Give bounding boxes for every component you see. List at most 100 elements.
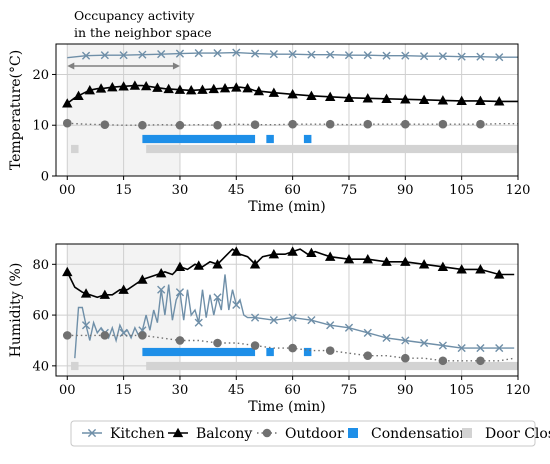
x-tick-label: 60 bbox=[284, 183, 301, 198]
x-tick-label: 90 bbox=[397, 183, 414, 198]
plot-frame bbox=[55, 243, 519, 377]
data-point bbox=[100, 120, 110, 130]
y-tick-label: 20 bbox=[32, 68, 49, 83]
data-point bbox=[401, 51, 410, 60]
data-point bbox=[219, 82, 231, 93]
data-point bbox=[287, 246, 298, 256]
legend-entry-outdoor: Outdoor bbox=[257, 426, 344, 442]
data-point bbox=[231, 246, 242, 256]
data-point bbox=[118, 81, 129, 91]
legend-box bbox=[70, 420, 536, 447]
x-tick-label: 60 bbox=[284, 383, 301, 398]
condensation-bar bbox=[303, 134, 312, 144]
data-point bbox=[250, 313, 260, 322]
legend-entry-kitchen: Kitchen bbox=[82, 426, 165, 442]
x-tick-label: 00 bbox=[59, 183, 76, 198]
door-closed-bar bbox=[146, 361, 518, 371]
data-point bbox=[401, 119, 410, 129]
x-tick-label: 120 bbox=[506, 183, 531, 198]
data-point bbox=[324, 251, 336, 261]
data-point bbox=[138, 120, 147, 130]
data-point bbox=[418, 259, 430, 269]
series-balcony bbox=[62, 80, 518, 108]
data-point bbox=[95, 83, 107, 93]
series-line-kitchen bbox=[74, 274, 515, 359]
data-point bbox=[155, 267, 167, 278]
series-balcony bbox=[62, 246, 515, 299]
data-point bbox=[175, 336, 185, 345]
data-point bbox=[268, 248, 280, 259]
data-point bbox=[107, 81, 118, 92]
data-point bbox=[250, 341, 260, 350]
y-tick-label: 80 bbox=[32, 258, 49, 273]
data-point bbox=[325, 346, 335, 355]
data-point bbox=[269, 316, 278, 325]
data-point bbox=[174, 261, 186, 272]
y-axis-title: Humidity (%) bbox=[8, 263, 24, 358]
data-point bbox=[231, 82, 242, 92]
data-point bbox=[438, 356, 448, 366]
x-tick-label: 15 bbox=[115, 183, 132, 198]
data-point bbox=[194, 318, 203, 327]
condensation-bar bbox=[266, 134, 274, 144]
legend-marker bbox=[172, 427, 184, 438]
condensation-bar bbox=[266, 347, 274, 357]
legend-label: Door Closed bbox=[485, 426, 550, 442]
x-axis-title: Time (min) bbox=[248, 399, 326, 415]
data-point bbox=[494, 269, 505, 279]
data-point bbox=[307, 50, 316, 59]
data-point bbox=[306, 90, 317, 100]
data-point bbox=[324, 91, 336, 101]
data-point bbox=[401, 336, 410, 345]
legend-label: Outdoor bbox=[285, 426, 344, 442]
data-point bbox=[62, 98, 73, 108]
legend-label: Condensation bbox=[371, 426, 469, 442]
data-point bbox=[343, 254, 355, 264]
legend-label: Kitchen bbox=[110, 426, 165, 442]
data-point bbox=[213, 293, 222, 302]
data-point bbox=[175, 288, 185, 297]
data-point bbox=[100, 51, 109, 60]
condensation-bar bbox=[142, 347, 256, 357]
data-point bbox=[381, 256, 392, 266]
data-point bbox=[418, 94, 430, 105]
annotation-arrowhead-left bbox=[67, 62, 75, 70]
data-point bbox=[438, 119, 448, 129]
x-axis-title: Time (min) bbox=[248, 199, 326, 215]
legend-marker bbox=[87, 428, 97, 438]
data-point bbox=[73, 90, 84, 100]
data-point bbox=[494, 96, 505, 106]
data-point bbox=[363, 328, 372, 337]
data-point bbox=[80, 288, 92, 298]
data-point bbox=[456, 264, 467, 274]
x-tick-label: 105 bbox=[449, 383, 474, 398]
data-point bbox=[476, 343, 485, 353]
data-point bbox=[84, 85, 96, 95]
data-point bbox=[438, 341, 447, 350]
data-point bbox=[382, 51, 391, 60]
series-kitchen bbox=[67, 48, 518, 62]
data-point bbox=[213, 120, 222, 130]
data-point bbox=[186, 85, 197, 95]
data-point bbox=[420, 338, 429, 348]
condensation-bar bbox=[142, 134, 256, 144]
data-point bbox=[175, 49, 185, 58]
data-point bbox=[138, 50, 147, 59]
data-point bbox=[400, 256, 411, 266]
data-point bbox=[495, 53, 504, 62]
data-point bbox=[213, 49, 222, 58]
data-point bbox=[475, 95, 486, 106]
series-kitchen bbox=[74, 274, 515, 359]
legend-marker bbox=[462, 428, 472, 438]
data-point bbox=[362, 93, 373, 103]
annotation-line-2: in the neighbor space bbox=[74, 25, 212, 40]
data-point bbox=[62, 266, 73, 277]
data-point bbox=[197, 84, 208, 94]
x-tick-label: 00 bbox=[59, 383, 76, 398]
legend: Kitchen Balcony Outdoor Condensation Door Cl… bbox=[70, 420, 550, 447]
data-point bbox=[344, 323, 354, 332]
x-tick-label: 45 bbox=[228, 383, 245, 398]
data-point bbox=[457, 343, 466, 353]
annotation-arrowhead-right bbox=[172, 62, 180, 70]
data-point bbox=[242, 82, 253, 93]
